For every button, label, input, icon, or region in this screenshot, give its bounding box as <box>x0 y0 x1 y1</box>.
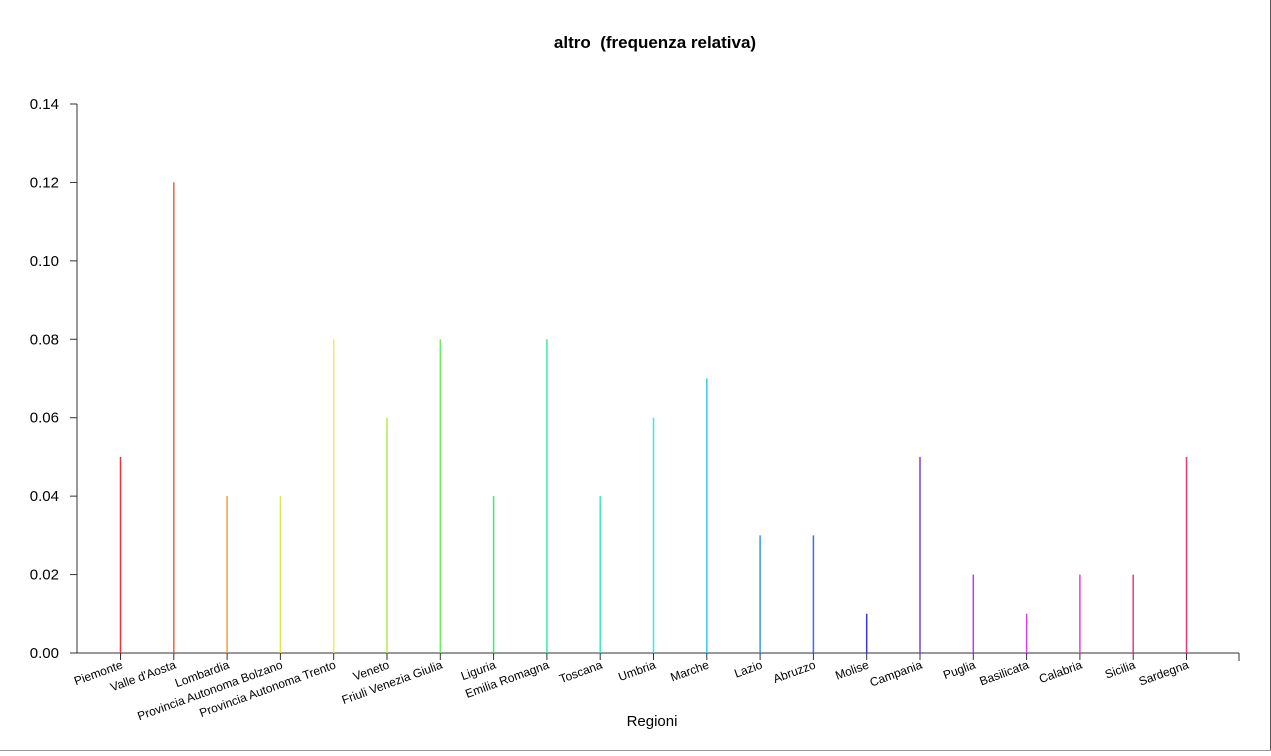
x-tick-label: Umbria <box>616 658 657 684</box>
bars <box>119 182 1188 653</box>
x-tick-label: Lazio <box>732 658 764 681</box>
x-tick-label: Toscana <box>557 658 604 687</box>
y-tick-label: 0.04 <box>30 488 59 505</box>
x-tick-label: Molise <box>833 658 871 683</box>
x-tick-label: Marche <box>668 658 711 685</box>
x-tick-label: Puglia <box>941 658 977 683</box>
y-tick-label: 0.02 <box>30 567 59 584</box>
y-tick-label: 0.14 <box>30 96 59 113</box>
x-tick-label: Basilicata <box>978 658 1031 689</box>
y-tick-label: 0.10 <box>30 253 59 270</box>
y-ticks: 0.00 0.02 0.04 0.06 0.08 0.10 0.12 0.14 <box>30 96 77 662</box>
x-tick-label: Abruzzo <box>771 658 817 686</box>
x-axis-label: Regioni <box>627 713 678 730</box>
chart-title: altro (frequenza relativa) <box>554 33 756 52</box>
x-tick-label: Sardegna <box>1137 658 1191 689</box>
y-tick-label: 0.06 <box>30 410 59 427</box>
y-tick-label: 0.08 <box>30 331 59 348</box>
y-tick-label: 0.00 <box>30 645 59 662</box>
x-tick-label: Calabria <box>1037 658 1084 687</box>
x-tick-label: Campania <box>868 658 924 690</box>
x-tick-label: Sicilia <box>1103 658 1138 682</box>
y-tick-label: 0.12 <box>30 174 59 191</box>
